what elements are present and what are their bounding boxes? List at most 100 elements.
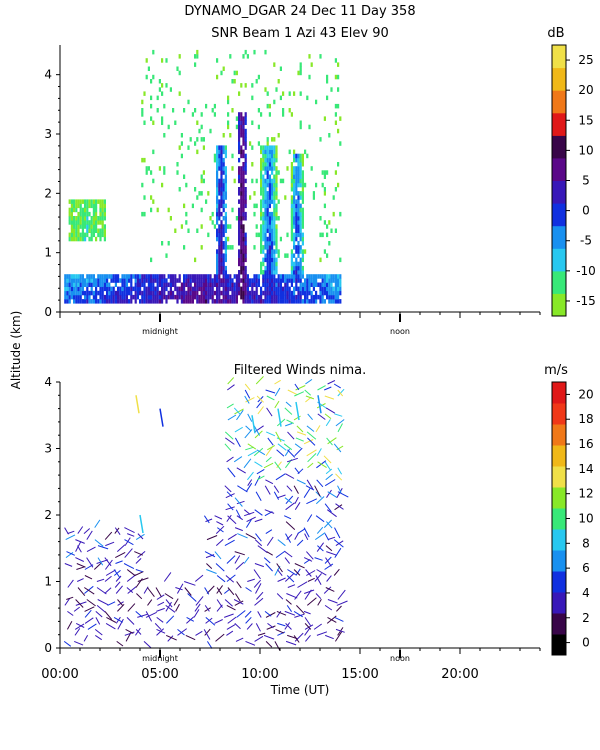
snr-cell bbox=[295, 187, 298, 192]
snr-cell bbox=[233, 79, 236, 84]
snr-cell bbox=[194, 187, 197, 192]
snr-cell bbox=[216, 265, 219, 271]
snr-cell bbox=[185, 274, 188, 279]
snr-cell bbox=[213, 290, 216, 296]
snr-cell bbox=[99, 207, 102, 213]
snr-cell bbox=[108, 294, 111, 300]
wind-barb bbox=[243, 509, 251, 515]
snr-cell bbox=[268, 178, 271, 184]
snr-cell bbox=[218, 294, 221, 300]
snr-cell bbox=[266, 261, 269, 267]
snr-cell bbox=[323, 249, 326, 254]
snr-cell bbox=[75, 203, 78, 209]
snr-cell bbox=[68, 199, 71, 204]
wind-barb bbox=[327, 536, 336, 541]
snr-cell bbox=[90, 290, 93, 296]
snr-cell bbox=[260, 236, 263, 242]
snr-cell bbox=[106, 294, 109, 300]
snr-cell bbox=[103, 199, 106, 204]
snr-cell bbox=[106, 278, 109, 283]
snr-cell bbox=[282, 299, 285, 304]
snr-cell bbox=[286, 278, 289, 283]
snr-cell bbox=[167, 124, 170, 130]
snr-cell bbox=[260, 178, 263, 184]
wind-barb bbox=[315, 491, 322, 498]
wind-barb bbox=[206, 535, 218, 541]
snr-cell bbox=[125, 286, 128, 292]
snr-cell bbox=[174, 228, 177, 233]
snr-cell bbox=[323, 278, 326, 283]
snr-cell bbox=[275, 270, 278, 275]
snr-cell bbox=[290, 174, 293, 179]
snr-cell bbox=[268, 174, 271, 179]
snr-cell bbox=[257, 278, 260, 283]
wind-barb bbox=[125, 628, 134, 634]
winds-colorbar-swatch bbox=[552, 445, 566, 467]
snr-cell bbox=[198, 282, 201, 287]
wind-barb bbox=[105, 622, 116, 630]
wind-barb bbox=[227, 503, 234, 511]
snr-cell bbox=[95, 294, 98, 300]
wind-barb bbox=[236, 515, 243, 521]
wind-barb bbox=[256, 449, 266, 456]
snr-cell bbox=[224, 191, 227, 196]
snr-cell bbox=[299, 228, 302, 233]
snr-cell bbox=[321, 299, 324, 304]
noon-marker-bottom bbox=[399, 650, 401, 658]
snr-cell bbox=[238, 149, 241, 155]
snr-cell bbox=[271, 145, 274, 150]
snr-cell bbox=[196, 294, 199, 300]
wind-barb bbox=[246, 516, 256, 523]
snr-cell bbox=[152, 199, 155, 204]
snr-cell bbox=[178, 278, 181, 283]
snr-cell bbox=[90, 203, 93, 209]
snr-cell bbox=[301, 257, 304, 263]
snr-cell bbox=[304, 286, 307, 292]
snr-cell bbox=[255, 278, 258, 283]
wind-barb bbox=[254, 539, 263, 547]
snr-cell bbox=[145, 274, 148, 279]
snr-cell bbox=[97, 220, 100, 225]
snr-cell bbox=[273, 290, 276, 296]
snr-cell bbox=[158, 299, 161, 304]
snr-cell bbox=[288, 286, 291, 292]
snr-cell bbox=[92, 203, 95, 209]
snr-cell bbox=[143, 299, 146, 304]
snr-cell bbox=[244, 49, 247, 55]
snr-cell bbox=[163, 166, 166, 171]
snr-cell bbox=[216, 195, 219, 200]
wind-barb bbox=[316, 448, 322, 457]
time-tick-label: 20:00 bbox=[441, 667, 478, 682]
snr-cell bbox=[176, 162, 179, 167]
snr-cell bbox=[222, 207, 225, 213]
snr-cell bbox=[319, 286, 322, 292]
snr-cell bbox=[150, 207, 153, 213]
snr-cell bbox=[95, 299, 98, 304]
snr-cell bbox=[185, 278, 188, 283]
wind-barb bbox=[124, 548, 133, 558]
snr-cell bbox=[101, 299, 104, 304]
snr-cell bbox=[257, 274, 260, 279]
snr-cell bbox=[156, 294, 159, 300]
snr-cell bbox=[218, 145, 221, 150]
snr-cell bbox=[288, 294, 291, 300]
snr-cell bbox=[273, 241, 276, 246]
snr-cell bbox=[165, 253, 168, 258]
snr-cell bbox=[264, 294, 267, 300]
wind-barb bbox=[234, 593, 241, 602]
snr-cell bbox=[200, 207, 203, 213]
snr-cell bbox=[222, 149, 225, 155]
snr-cell bbox=[172, 290, 175, 296]
snr-cell bbox=[238, 261, 241, 267]
snr-cell bbox=[194, 294, 197, 300]
snr-cell bbox=[86, 286, 89, 292]
snr-cell bbox=[297, 294, 300, 300]
snr-cell bbox=[145, 299, 148, 304]
snr-cell bbox=[128, 290, 131, 296]
snr-cell bbox=[260, 203, 263, 209]
snr-cell bbox=[84, 236, 87, 242]
snr-cell bbox=[211, 282, 214, 287]
snr-cell bbox=[103, 224, 106, 229]
snr-cell bbox=[273, 299, 276, 304]
snr-cell bbox=[178, 91, 181, 96]
